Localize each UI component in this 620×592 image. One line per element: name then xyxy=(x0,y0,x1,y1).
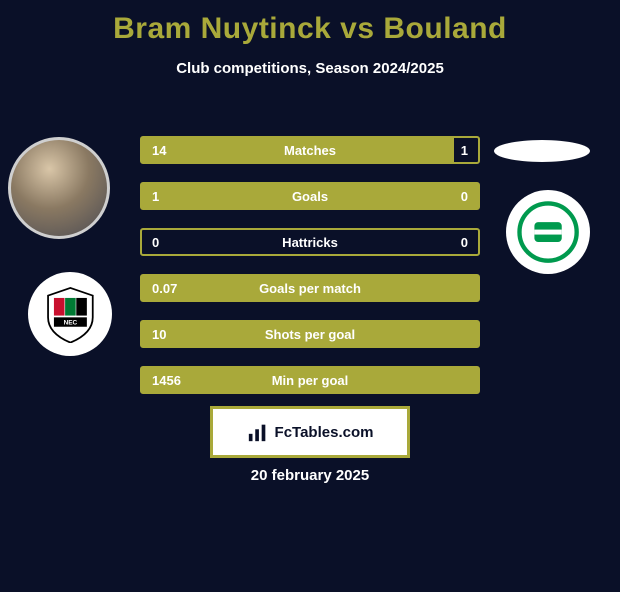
svg-text:NEC: NEC xyxy=(63,319,77,326)
stat-row: 1456 Min per goal xyxy=(140,366,480,394)
stat-left-value: 0 xyxy=(152,235,159,250)
stat-label: Hattricks xyxy=(282,235,338,250)
stat-label: Goals per match xyxy=(259,281,361,296)
stat-label: Min per goal xyxy=(272,373,349,388)
subtitle: Club competitions, Season 2024/2025 xyxy=(0,60,620,77)
stat-right-value: 0 xyxy=(461,235,468,250)
stat-right-value: 0 xyxy=(461,189,468,204)
stats-container: 14 Matches 1 1 Goals 0 0 Hattricks 0 0.07 Goals pe… xyxy=(140,136,480,412)
date-text: 20 february 2025 xyxy=(251,467,369,484)
nec-logo-icon: NEC xyxy=(41,285,100,344)
stat-label: Shots per goal xyxy=(265,327,355,342)
stat-label: Matches xyxy=(284,143,336,158)
club-right-badge xyxy=(506,190,590,274)
stat-row: 0 Hattricks 0 xyxy=(140,228,480,256)
stat-left-value: 14 xyxy=(152,143,166,158)
groningen-logo-icon xyxy=(517,201,579,263)
club-left-badge: NEC xyxy=(28,272,112,356)
stat-label: Goals xyxy=(292,189,328,204)
player-right-avatar xyxy=(494,140,590,162)
stat-row: 14 Matches 1 xyxy=(140,136,480,164)
stat-left-value: 0.07 xyxy=(152,281,177,296)
stat-left-value: 1456 xyxy=(152,373,181,388)
stat-row: 10 Shots per goal xyxy=(140,320,480,348)
comparison-title: Bram Nuytinck vs Bouland xyxy=(0,12,620,46)
stat-left-value: 10 xyxy=(152,327,166,342)
brand-box: FcTables.com xyxy=(210,406,410,458)
player-left-avatar xyxy=(8,137,110,239)
chart-icon xyxy=(247,421,269,443)
stat-row: 0.07 Goals per match xyxy=(140,274,480,302)
stat-left-value: 1 xyxy=(152,189,159,204)
stat-row: 1 Goals 0 xyxy=(140,182,480,210)
stat-right-value: 1 xyxy=(461,143,468,158)
brand-text: FcTables.com xyxy=(275,424,374,441)
